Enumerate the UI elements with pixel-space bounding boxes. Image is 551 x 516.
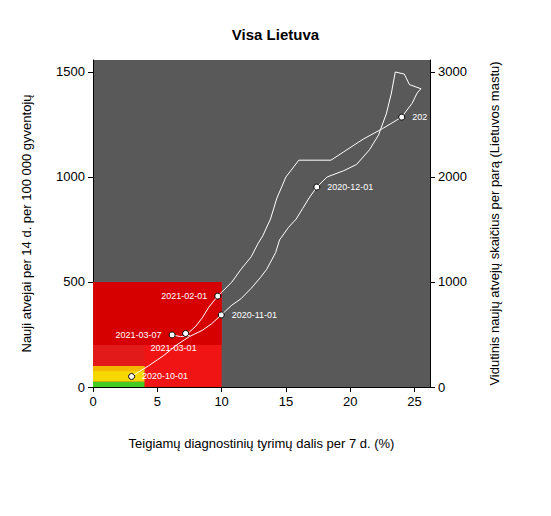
svg-text:2020-12-01: 2020-12-01 — [327, 182, 373, 192]
svg-text:Vidutinis naujų atvejų skaičiu: Vidutinis naujų atvejų skaičius per parą… — [487, 61, 502, 385]
svg-text:2021-02-01: 2021-02-01 — [161, 291, 207, 301]
svg-text:15: 15 — [279, 394, 293, 409]
svg-text:2020-10-01: 2020-10-01 — [142, 371, 188, 381]
svg-text:0: 0 — [438, 380, 445, 395]
svg-text:1000: 1000 — [56, 169, 85, 184]
svg-text:0: 0 — [78, 380, 85, 395]
svg-text:2021-03-07: 2021-03-07 — [116, 330, 162, 340]
svg-text:Teigiamų diagnostinių tyrimų d: Teigiamų diagnostinių tyrimų dalis per 7… — [129, 436, 395, 451]
svg-text:1500: 1500 — [56, 64, 85, 79]
svg-text:10: 10 — [214, 394, 228, 409]
svg-text:Nauji atvejai per 14 d. per 10: Nauji atvejai per 14 d. per 100 000 gyve… — [19, 94, 34, 352]
svg-text:25: 25 — [407, 394, 421, 409]
svg-text:3000: 3000 — [438, 64, 467, 79]
svg-text:2000: 2000 — [438, 169, 467, 184]
svg-text:2020-11-01: 2020-11-01 — [232, 310, 277, 320]
svg-text:20: 20 — [343, 394, 357, 409]
svg-text:5: 5 — [154, 394, 161, 409]
svg-text:0: 0 — [89, 394, 96, 409]
svg-text:202: 202 — [412, 112, 427, 122]
svg-text:1000: 1000 — [438, 274, 467, 289]
svg-text:Visa Lietuva: Visa Lietuva — [232, 26, 320, 43]
svg-text:2021-03-01: 2021-03-01 — [151, 343, 197, 353]
svg-text:500: 500 — [63, 274, 85, 289]
